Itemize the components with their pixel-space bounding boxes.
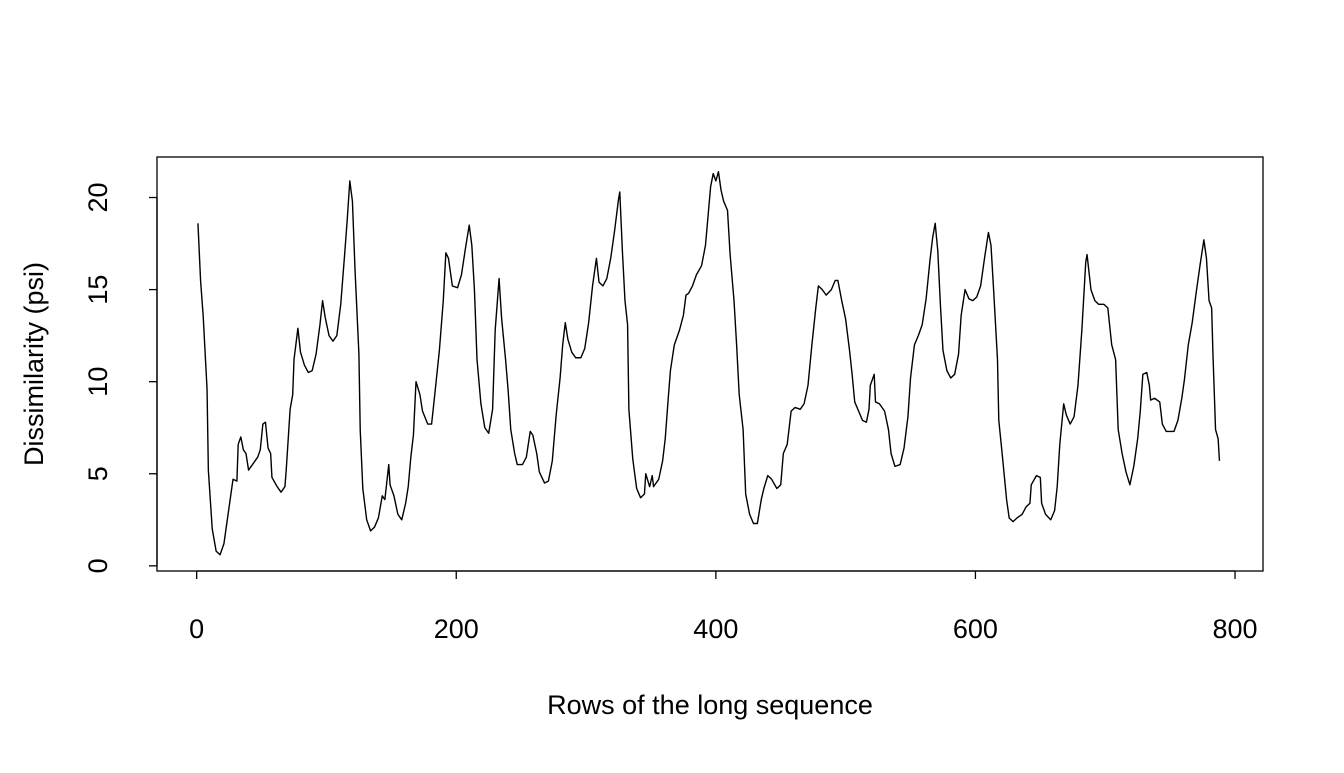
y-tick-label: 15 — [83, 275, 113, 305]
x-tick-label: 200 — [434, 614, 479, 644]
y-tick-label: 20 — [83, 182, 113, 212]
x-tick-label: 0 — [189, 614, 204, 644]
x-axis-label: Rows of the long sequence — [547, 690, 873, 720]
y-tick-label: 5 — [83, 466, 113, 481]
x-tick-label: 400 — [693, 614, 738, 644]
x-tick-label: 600 — [953, 614, 998, 644]
y-axis-label: Dissimilarity (psi) — [19, 262, 49, 466]
x-tick-label: 800 — [1212, 614, 1257, 644]
data-line — [197, 171, 1221, 556]
plot-frame — [156, 156, 1264, 572]
y-tick-label: 10 — [83, 367, 113, 397]
y-tick-label: 0 — [83, 558, 113, 573]
